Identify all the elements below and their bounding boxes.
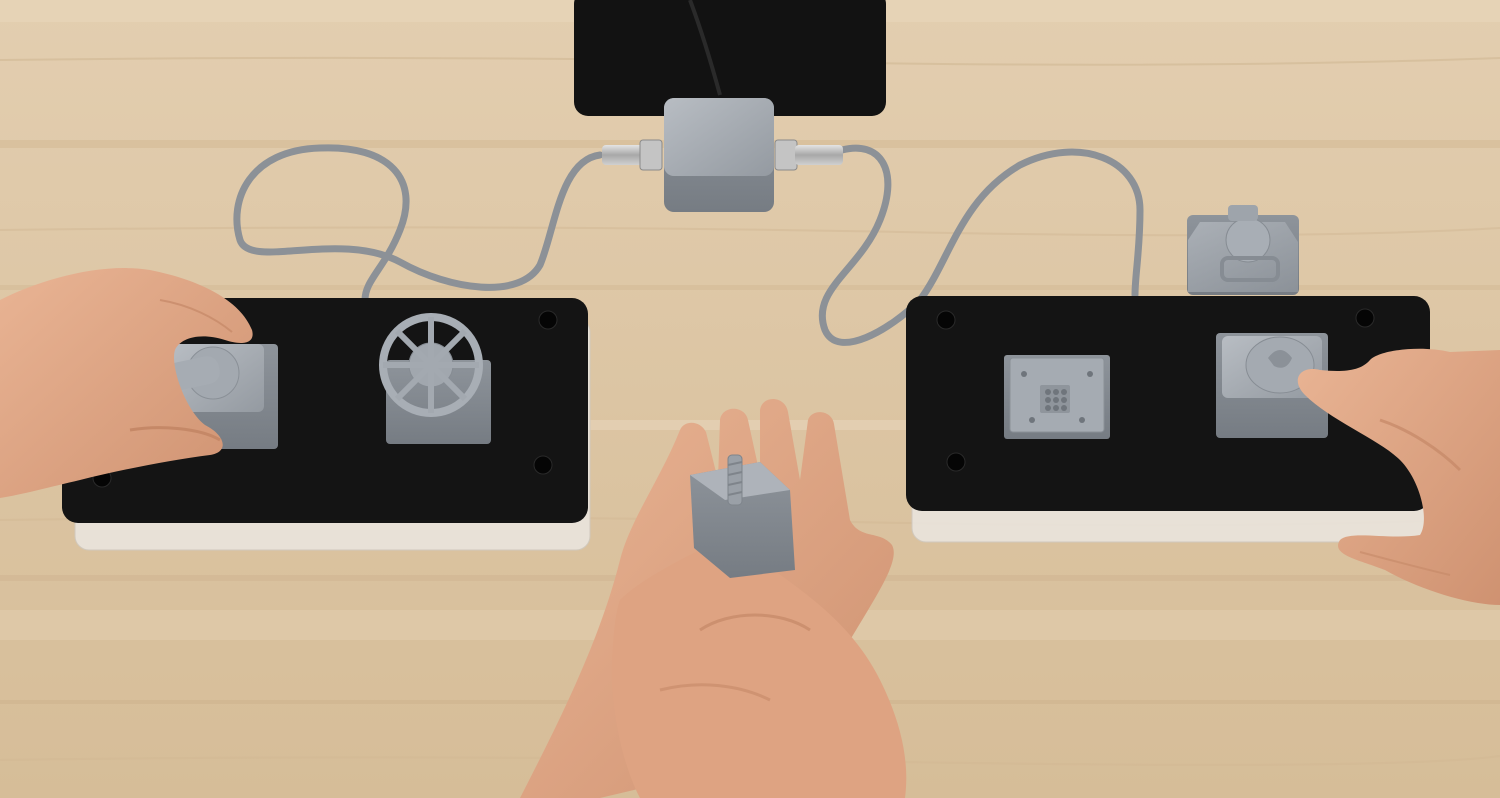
- center-hands: [520, 398, 907, 798]
- central-junction-box: [602, 98, 843, 212]
- rotary-knob-module: [1216, 333, 1328, 438]
- joystick-module: [690, 454, 795, 578]
- button-grid-module: [1004, 355, 1110, 439]
- latch-module: [1187, 205, 1299, 295]
- monitor-stand-base: [574, 0, 886, 116]
- left-hand: [0, 268, 253, 498]
- ship-wheel-module: [379, 313, 491, 444]
- right-hand: [1297, 348, 1500, 605]
- ribbon-cable-left: [233, 144, 604, 304]
